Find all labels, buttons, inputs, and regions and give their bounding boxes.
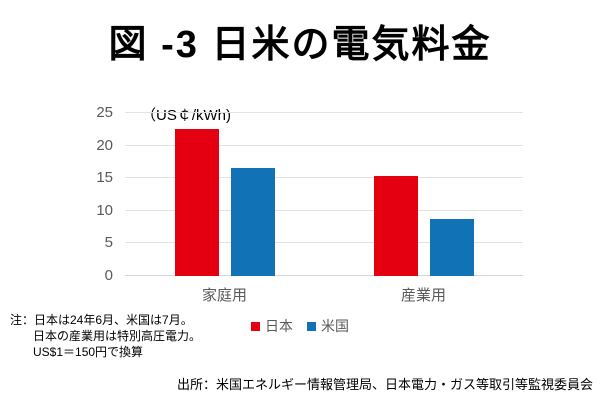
gridline-0: [125, 275, 523, 276]
source-citation: 出所：米国エネルギー情報管理局、日本電力・ガス等取引等監視委員会: [176, 377, 593, 392]
gridline-25: [125, 112, 523, 113]
y-tick-label-5: 5: [104, 234, 113, 252]
chart-title: 図 -3 日米の電気料金: [108, 24, 492, 66]
gridline-15: [125, 177, 523, 179]
legend-item-日本: 日本: [251, 316, 293, 336]
y-axis-unit-label: （US￠/kWh): [141, 107, 232, 124]
legend-item-米国: 米国: [307, 316, 349, 336]
note-line-2: 日本の産業用は特別高圧電力。: [33, 329, 202, 343]
legend-label-日本: 日本: [265, 318, 293, 334]
y-tick-label-15: 15: [96, 169, 113, 187]
y-tick-label-20: 20: [96, 136, 113, 154]
bar-日本-家庭用: [174, 128, 219, 276]
legend-label-米国: 米国: [321, 318, 349, 334]
y-tick-label-0: 0: [104, 267, 113, 284]
notes: 注：日本は24年6月、米国は7月。 日本の産業用は特別高圧電力。 US$1＝15…: [10, 312, 201, 360]
bar-米国-家庭用: [230, 167, 275, 276]
gridline-5: [125, 242, 523, 244]
legend-swatch-米国: [307, 321, 316, 331]
legend-swatch-日本: [251, 321, 260, 331]
x-axis-label-産業用: 産業用: [400, 287, 446, 304]
x-axis-label-家庭用: 家庭用: [201, 287, 247, 304]
gridline-20: [125, 144, 523, 146]
bar-日本-産業用: [373, 175, 418, 276]
y-tick-label-10: 10: [96, 201, 113, 219]
bar-米国-産業用: [429, 218, 474, 276]
gridline-10: [125, 209, 523, 211]
y-tick-label-25: 25: [96, 104, 113, 121]
note-line-3: US$1＝150円で換算: [33, 345, 144, 359]
legend: 日本 米国: [0, 316, 600, 336]
plot-area: [125, 112, 523, 276]
note-line-1: 注：日本は24年6月、米国は7月。: [10, 313, 193, 327]
